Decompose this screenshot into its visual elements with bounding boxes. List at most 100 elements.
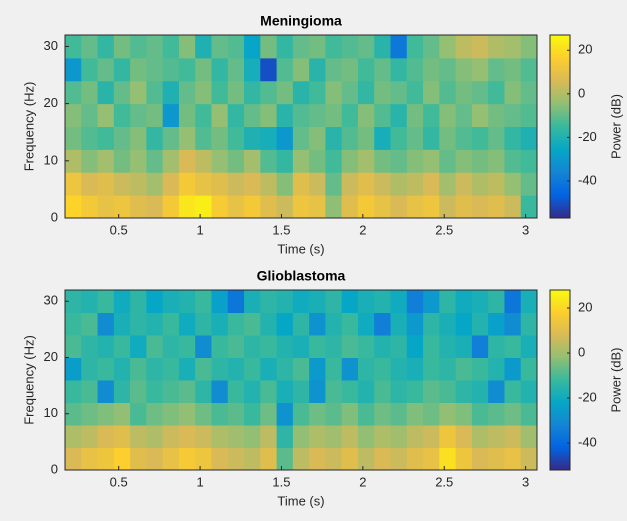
x-tick-label: 1 — [196, 474, 203, 489]
heat-cell — [130, 103, 147, 127]
heat-cell — [439, 149, 457, 173]
heat-cell — [130, 35, 147, 59]
heat-cell — [309, 402, 326, 426]
heat-cell — [504, 35, 522, 59]
heat-cell — [195, 172, 212, 196]
heat-cell — [374, 402, 392, 426]
heat-cell — [65, 195, 82, 219]
heat-cell — [162, 380, 180, 403]
heat-cell — [455, 402, 473, 426]
heat-cell — [374, 312, 392, 336]
heat-cell — [374, 357, 392, 381]
heat-cell — [113, 103, 131, 127]
heat-cell — [439, 57, 457, 82]
heat-cell — [97, 290, 115, 313]
heat-cell — [195, 126, 212, 150]
heat-cell — [292, 290, 310, 313]
heat-cell — [341, 35, 359, 59]
heat-cell — [471, 35, 489, 59]
colorbar-tick-label: 20 — [578, 299, 592, 314]
heat-cell — [178, 425, 196, 448]
heat-cell — [211, 380, 229, 403]
heat-cell — [309, 57, 326, 82]
heat-cell — [113, 35, 131, 59]
heat-cell — [471, 149, 489, 173]
heat-cell — [81, 357, 99, 381]
heat-cell — [423, 402, 440, 426]
axes-box — [64, 289, 538, 471]
heat-cell — [130, 402, 147, 426]
heat-cell — [65, 380, 82, 403]
chart-title: Glioblastoma — [257, 268, 346, 284]
heat-cell — [227, 425, 245, 448]
heat-cell — [146, 57, 164, 82]
heat-cell — [244, 126, 261, 150]
heat-cell — [65, 80, 82, 105]
heat-cell — [130, 57, 147, 82]
heat-cell — [65, 126, 82, 150]
heat-cell — [520, 80, 538, 105]
heat-cell — [471, 57, 489, 82]
heat-cell — [309, 149, 326, 173]
heat-cell — [146, 35, 164, 59]
heat-cell — [325, 80, 343, 105]
heat-cell — [178, 126, 196, 150]
heat-cell — [325, 35, 343, 59]
heat-cell — [374, 57, 392, 82]
heat-cell — [113, 172, 131, 196]
heat-cell — [390, 35, 408, 59]
heat-cell — [504, 335, 522, 358]
heat-cell — [374, 35, 392, 59]
heat-cell — [178, 335, 196, 358]
heat-cell — [81, 335, 99, 358]
heat-cell — [113, 312, 131, 336]
heat-cell — [81, 80, 99, 105]
heat-cell — [195, 402, 212, 426]
heat-cell — [309, 425, 326, 448]
heat-cell — [211, 126, 229, 150]
heat-cell — [276, 126, 294, 150]
heat-cell — [113, 126, 131, 150]
heat-cell — [130, 149, 147, 173]
heat-cell — [471, 172, 489, 196]
heat-cell — [113, 380, 131, 403]
heat-cell — [439, 35, 457, 59]
heat-cell — [504, 103, 522, 127]
heat-cell — [65, 57, 82, 82]
heat-cell — [162, 57, 180, 82]
heat-cell — [374, 380, 392, 403]
heat-cell — [439, 172, 457, 196]
heat-cell — [504, 126, 522, 150]
heat-cell — [65, 357, 82, 381]
heat-cell — [406, 126, 424, 150]
x-tick-label: 0.5 — [110, 222, 128, 237]
heat-cell — [276, 402, 294, 426]
heat-cell — [390, 357, 408, 381]
heat-cell — [423, 335, 440, 358]
heat-cell — [97, 357, 115, 381]
heat-cell — [455, 357, 473, 381]
heat-cell — [113, 195, 131, 219]
heat-cell — [97, 172, 115, 196]
heat-cell — [357, 447, 375, 471]
y-axis-label: Frequency (Hz) — [21, 335, 36, 425]
heat-cell — [439, 290, 457, 313]
heat-cell — [146, 402, 164, 426]
heat-cell — [357, 172, 375, 196]
heat-cell — [455, 149, 473, 173]
heat-cell — [260, 380, 278, 403]
heat-cell — [162, 425, 180, 448]
heat-cell — [97, 335, 115, 358]
heat-cell — [244, 172, 261, 196]
heat-cell — [81, 380, 99, 403]
heat-cell — [178, 312, 196, 336]
heat-cell — [113, 80, 131, 105]
heat-cell — [244, 312, 261, 336]
heat-cell — [423, 103, 440, 127]
heat-cell — [357, 35, 375, 59]
heat-cell — [390, 425, 408, 448]
heat-cell — [309, 103, 326, 127]
heat-cell — [195, 380, 212, 403]
heat-cell — [341, 57, 359, 82]
